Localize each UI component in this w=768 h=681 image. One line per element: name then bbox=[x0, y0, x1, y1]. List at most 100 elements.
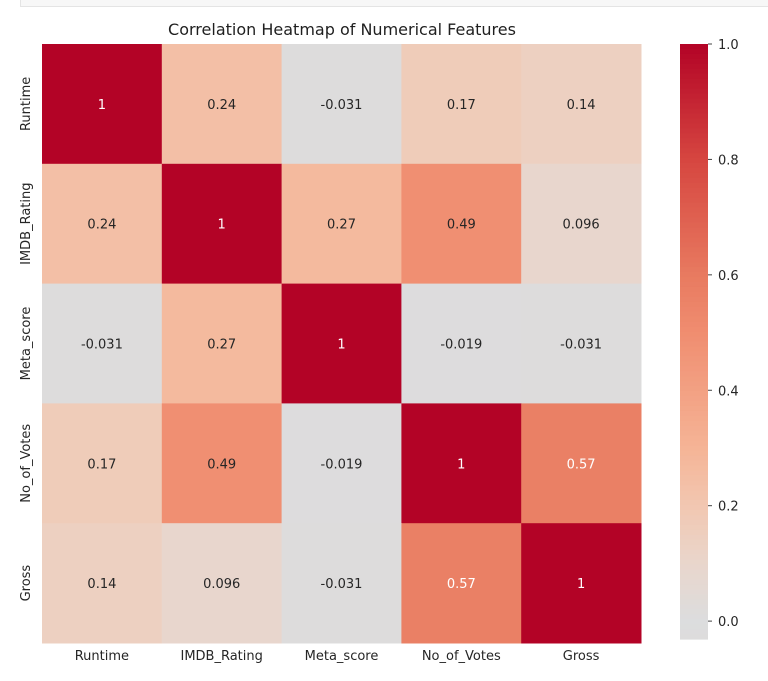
colorbar-segment bbox=[680, 68, 708, 75]
colorbar-segment bbox=[680, 396, 708, 402]
colorbar-tick-label-0: 0.0 bbox=[718, 615, 739, 630]
y-tick-label-4: Gross bbox=[19, 565, 34, 602]
colorbar-segment bbox=[680, 262, 708, 268]
colorbar-segment bbox=[680, 326, 708, 333]
heatmap-cell-0-1 bbox=[161, 44, 283, 165]
colorbar-segment bbox=[680, 356, 708, 362]
heatmap-cell-0-2 bbox=[281, 44, 402, 165]
colorbar-segment bbox=[680, 609, 708, 615]
y-tick-label-3: No_of_Votes bbox=[19, 424, 34, 503]
colorbar-segment bbox=[680, 272, 708, 278]
colorbar-segment bbox=[680, 401, 708, 407]
heatmap-cell-4-4 bbox=[521, 523, 642, 644]
colorbar-segment bbox=[680, 410, 708, 417]
colorbar-segment bbox=[680, 247, 708, 253]
colorbar-segment bbox=[680, 133, 708, 139]
colorbar-segment bbox=[680, 381, 708, 387]
colorbar-segment bbox=[680, 227, 708, 234]
colorbar-segment bbox=[680, 564, 708, 571]
heatmap-cell-4-3 bbox=[401, 523, 522, 644]
colorbar-segment bbox=[680, 524, 708, 531]
cell-annotation-2-2: 1 bbox=[337, 338, 345, 353]
colorbar-segment bbox=[680, 153, 708, 159]
colorbar-segment bbox=[680, 207, 708, 214]
heatmap-cell-4-2 bbox=[281, 523, 402, 644]
cell-annotation-1-0: 0.24 bbox=[87, 218, 116, 233]
cell-annotation-4-0: 0.14 bbox=[87, 577, 116, 592]
cell-annotation-0-1: 0.24 bbox=[207, 98, 236, 113]
heatmap-cell-2-3 bbox=[401, 283, 522, 404]
cell-annotation-2-3: -0.019 bbox=[440, 338, 482, 353]
cell-annotation-3-0: 0.17 bbox=[87, 457, 116, 472]
heatmap-cell-3-4 bbox=[521, 403, 642, 524]
heatmap-cell-3-3 bbox=[401, 403, 522, 524]
colorbar-segment bbox=[680, 217, 708, 224]
cell-annotation-4-1: 0.096 bbox=[203, 577, 240, 592]
y-tick-label-1: IMDB_Rating bbox=[19, 182, 34, 264]
colorbar-segment bbox=[680, 163, 708, 169]
colorbar-segment bbox=[680, 614, 708, 620]
colorbar-segment bbox=[680, 336, 708, 343]
colorbar-segment bbox=[680, 277, 708, 283]
colorbar-segment bbox=[680, 53, 708, 60]
colorbar-segment bbox=[680, 351, 708, 357]
colorbar-segment bbox=[680, 505, 708, 511]
top-frame-bar bbox=[20, 0, 768, 7]
colorbar-segment bbox=[680, 306, 708, 313]
colorbar-segment bbox=[680, 450, 708, 457]
colorbar-segment bbox=[680, 128, 708, 134]
colorbar-segment bbox=[680, 445, 708, 452]
colorbar-segment bbox=[680, 212, 708, 219]
colorbar-segment bbox=[680, 158, 708, 164]
colorbar-segment bbox=[680, 267, 708, 273]
colorbar-segment bbox=[680, 366, 708, 372]
colorbar-tick-label-5: 1.0 bbox=[718, 38, 739, 53]
colorbar-segment bbox=[680, 470, 708, 476]
colorbar-segment bbox=[680, 123, 708, 129]
colorbar-segment bbox=[680, 460, 708, 467]
heatmap-cell-3-0 bbox=[42, 403, 163, 524]
colorbar-segment bbox=[680, 242, 708, 248]
colorbar-segment bbox=[680, 48, 708, 55]
colorbar-segment bbox=[680, 237, 708, 243]
colorbar-segment bbox=[680, 341, 708, 348]
colorbar-segment bbox=[680, 584, 708, 591]
colorbar-segment bbox=[680, 376, 708, 382]
cell-annotation-0-4: 0.14 bbox=[567, 98, 596, 113]
colorbar-segment bbox=[680, 495, 708, 501]
colorbar-segment bbox=[680, 440, 708, 447]
cell-annotation-4-2: -0.031 bbox=[321, 577, 363, 592]
colorbar-segment bbox=[680, 172, 708, 179]
heatmap-cell-4-1 bbox=[161, 523, 283, 644]
colorbar-segment bbox=[680, 118, 708, 124]
colorbar-segment bbox=[680, 108, 708, 115]
colorbar-segment bbox=[680, 520, 708, 526]
colorbar-segment bbox=[680, 559, 708, 566]
heatmap-cell-0-0 bbox=[42, 44, 163, 165]
colorbar-segment bbox=[680, 420, 708, 427]
cell-annotation-4-4: 1 bbox=[577, 577, 585, 592]
colorbar-segment bbox=[680, 182, 708, 189]
colorbar-segment bbox=[680, 435, 708, 442]
colorbar-segment bbox=[680, 485, 708, 491]
heatmap-cell-1-0 bbox=[42, 163, 163, 285]
colorbar-segment bbox=[680, 167, 708, 174]
colorbar-segment bbox=[680, 634, 708, 640]
colorbar-segment bbox=[680, 569, 708, 576]
colorbar-segment bbox=[680, 405, 708, 412]
colorbar-segment bbox=[680, 316, 708, 323]
colorbar-segment bbox=[680, 534, 708, 541]
colorbar-segment bbox=[680, 529, 708, 536]
cell-annotation-1-3: 0.49 bbox=[447, 218, 476, 233]
colorbar-segment bbox=[680, 296, 708, 303]
colorbar-segment bbox=[680, 415, 708, 422]
x-tick-label-3: No_of_Votes bbox=[422, 649, 501, 664]
cell-annotation-3-4: 0.57 bbox=[567, 457, 596, 472]
colorbar-segment bbox=[680, 425, 708, 432]
colorbar-segment bbox=[680, 361, 708, 367]
colorbar-segment bbox=[680, 187, 708, 194]
cell-annotation-2-0: -0.031 bbox=[81, 338, 123, 353]
colorbar-segment bbox=[680, 500, 708, 506]
cell-annotation-1-4: 0.096 bbox=[562, 218, 599, 233]
